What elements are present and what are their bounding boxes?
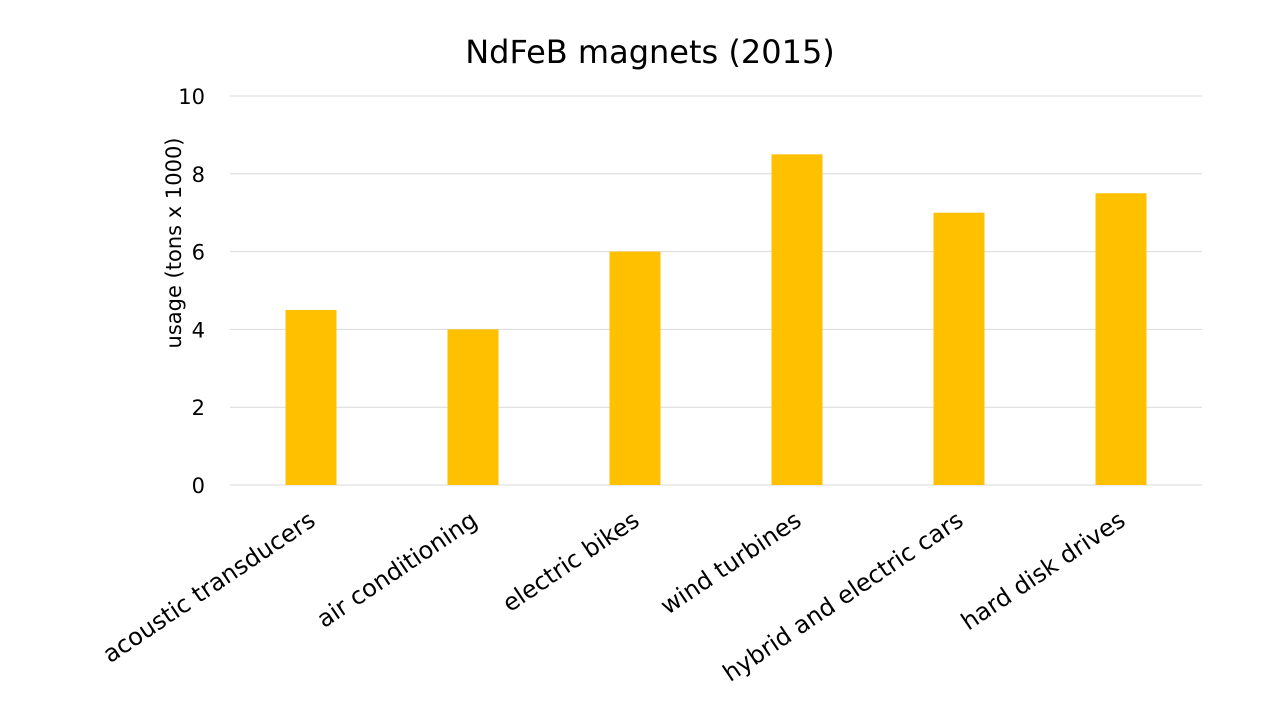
- x-category-label: acoustic transducers: [98, 506, 321, 669]
- bar: [609, 251, 661, 485]
- x-category-label: electric bikes: [497, 506, 644, 618]
- y-tick-label: 8: [192, 163, 205, 187]
- y-axis-ticks: 0 2 4 6 8 10: [178, 85, 205, 498]
- gridlines: [230, 95, 1202, 486]
- y-tick-label: 6: [192, 241, 205, 265]
- bar: [447, 329, 499, 485]
- y-tick-label: 10: [178, 85, 205, 109]
- bar: [933, 212, 985, 485]
- bar: [285, 309, 337, 485]
- x-category-label: hard disk drives: [956, 506, 1130, 636]
- chart-title: NdFeB magnets (2015): [465, 33, 835, 71]
- y-tick-label: 4: [192, 318, 205, 342]
- x-category-label: wind turbines: [655, 506, 806, 621]
- bar: [771, 154, 823, 485]
- y-tick-label: 0: [192, 474, 205, 498]
- y-axis-label: usage (tons x 1000): [162, 138, 186, 349]
- x-category-label: air conditioning: [312, 506, 483, 634]
- bar: [1095, 193, 1147, 485]
- y-tick-label: 2: [192, 396, 205, 420]
- bars: [285, 154, 1147, 485]
